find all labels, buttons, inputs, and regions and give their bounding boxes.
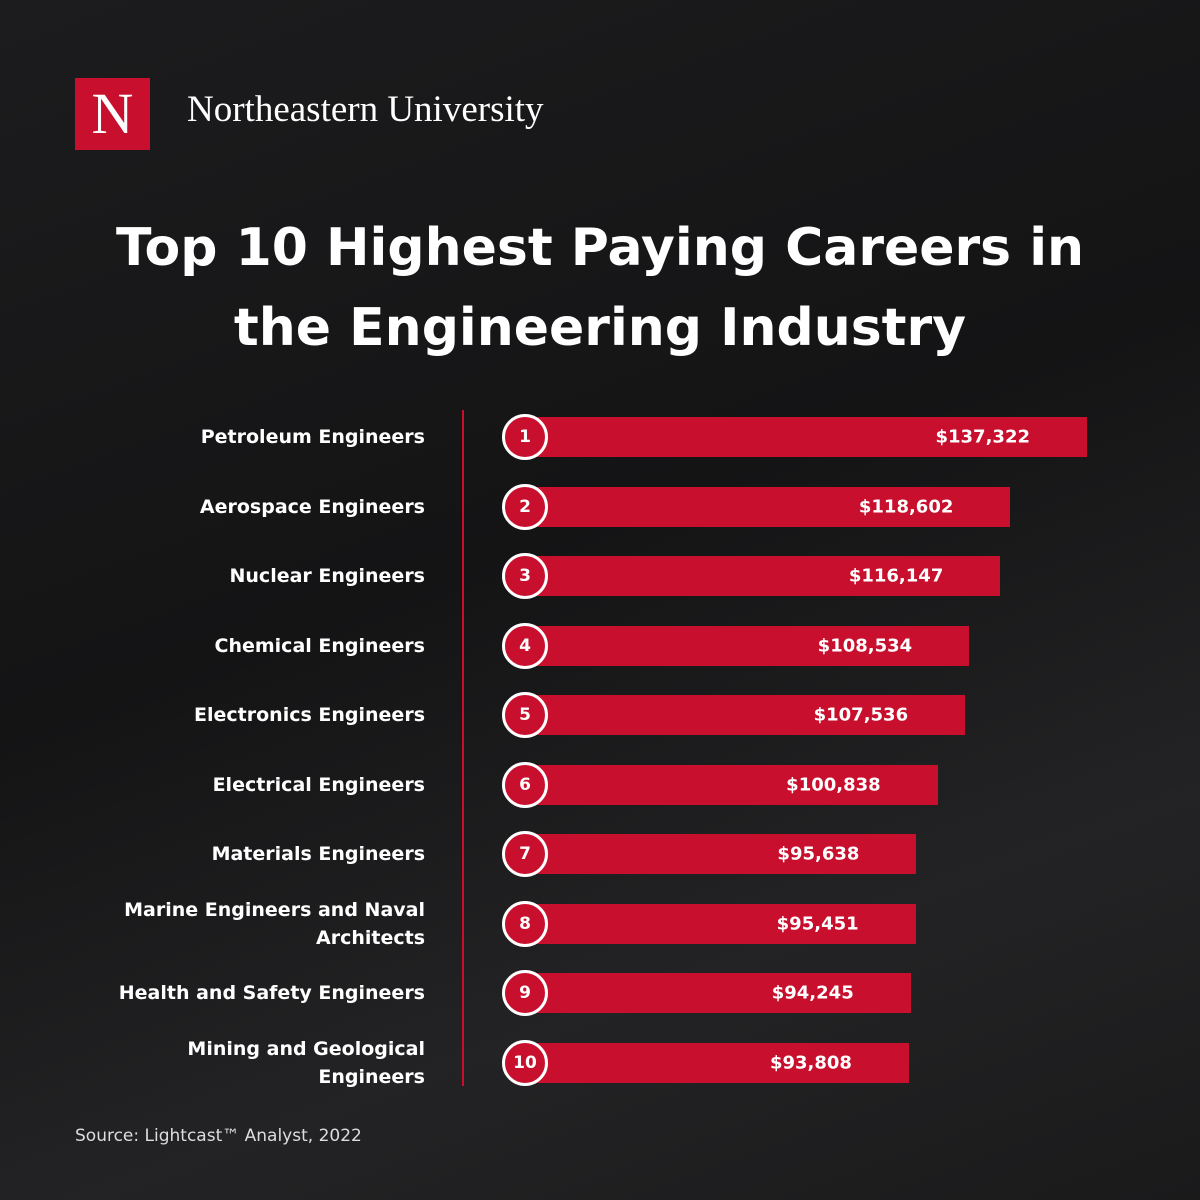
category-label: Petroleum Engineers (200, 426, 425, 448)
rank-badge: 9 (502, 970, 548, 1016)
bar (525, 973, 911, 1013)
bar (525, 903, 916, 944)
source: Source: Lightcast™ Analyst, 2022 (75, 1126, 362, 1146)
bar (525, 764, 938, 805)
category-label: Chemical Engineers (214, 634, 425, 657)
category-label: Marine Engineers and Naval Architects (124, 898, 425, 949)
value-label: $108,534 (817, 635, 913, 656)
value-label: $137,322 (935, 426, 1030, 448)
rank-badge: 7 (502, 831, 548, 877)
value-label: $93,808 (769, 1052, 852, 1073)
category-label: Electrical Engineers (212, 773, 425, 796)
value-label: $100,838 (786, 774, 881, 795)
rank-badge: 6 (502, 761, 548, 808)
value-label: $94,245 (771, 982, 854, 1004)
rank-badge: 8 (502, 900, 548, 947)
bar (525, 834, 917, 874)
value-label: $95,451 (776, 913, 859, 934)
logo: N (75, 78, 150, 150)
chart-title: Top 10 Highest Paying Careers in the Eng… (115, 218, 1085, 358)
category-label: Aerospace Engineers (199, 495, 425, 518)
brand-name: Northeastern University (187, 89, 544, 130)
value-label: $118,602 (858, 496, 954, 517)
value-label: $95,638 (777, 843, 860, 865)
value-label: $107,536 (813, 704, 909, 726)
rank-badge: 5 (502, 692, 548, 738)
divider (462, 410, 464, 1086)
bar (525, 1042, 909, 1083)
bar (525, 556, 1001, 596)
rank-badge: 3 (502, 553, 548, 599)
value-label: $116,147 (848, 565, 944, 587)
bar (525, 486, 1011, 527)
category-label: Materials Engineers (211, 843, 425, 865)
bar (525, 695, 966, 735)
rank-badge: 1 (502, 414, 548, 460)
bar (525, 625, 970, 666)
bar (525, 417, 1087, 457)
category-label: Health and Safety Engineers (118, 982, 425, 1004)
rank-badge: 10 (502, 1039, 548, 1086)
rank-badge: 2 (502, 483, 548, 530)
rank-badge: 4 (502, 622, 548, 669)
category-label: Mining and Geological Engineers (187, 1037, 425, 1088)
category-label: Nuclear Engineers (229, 565, 426, 587)
category-label: Electronics Engineers (194, 704, 425, 726)
